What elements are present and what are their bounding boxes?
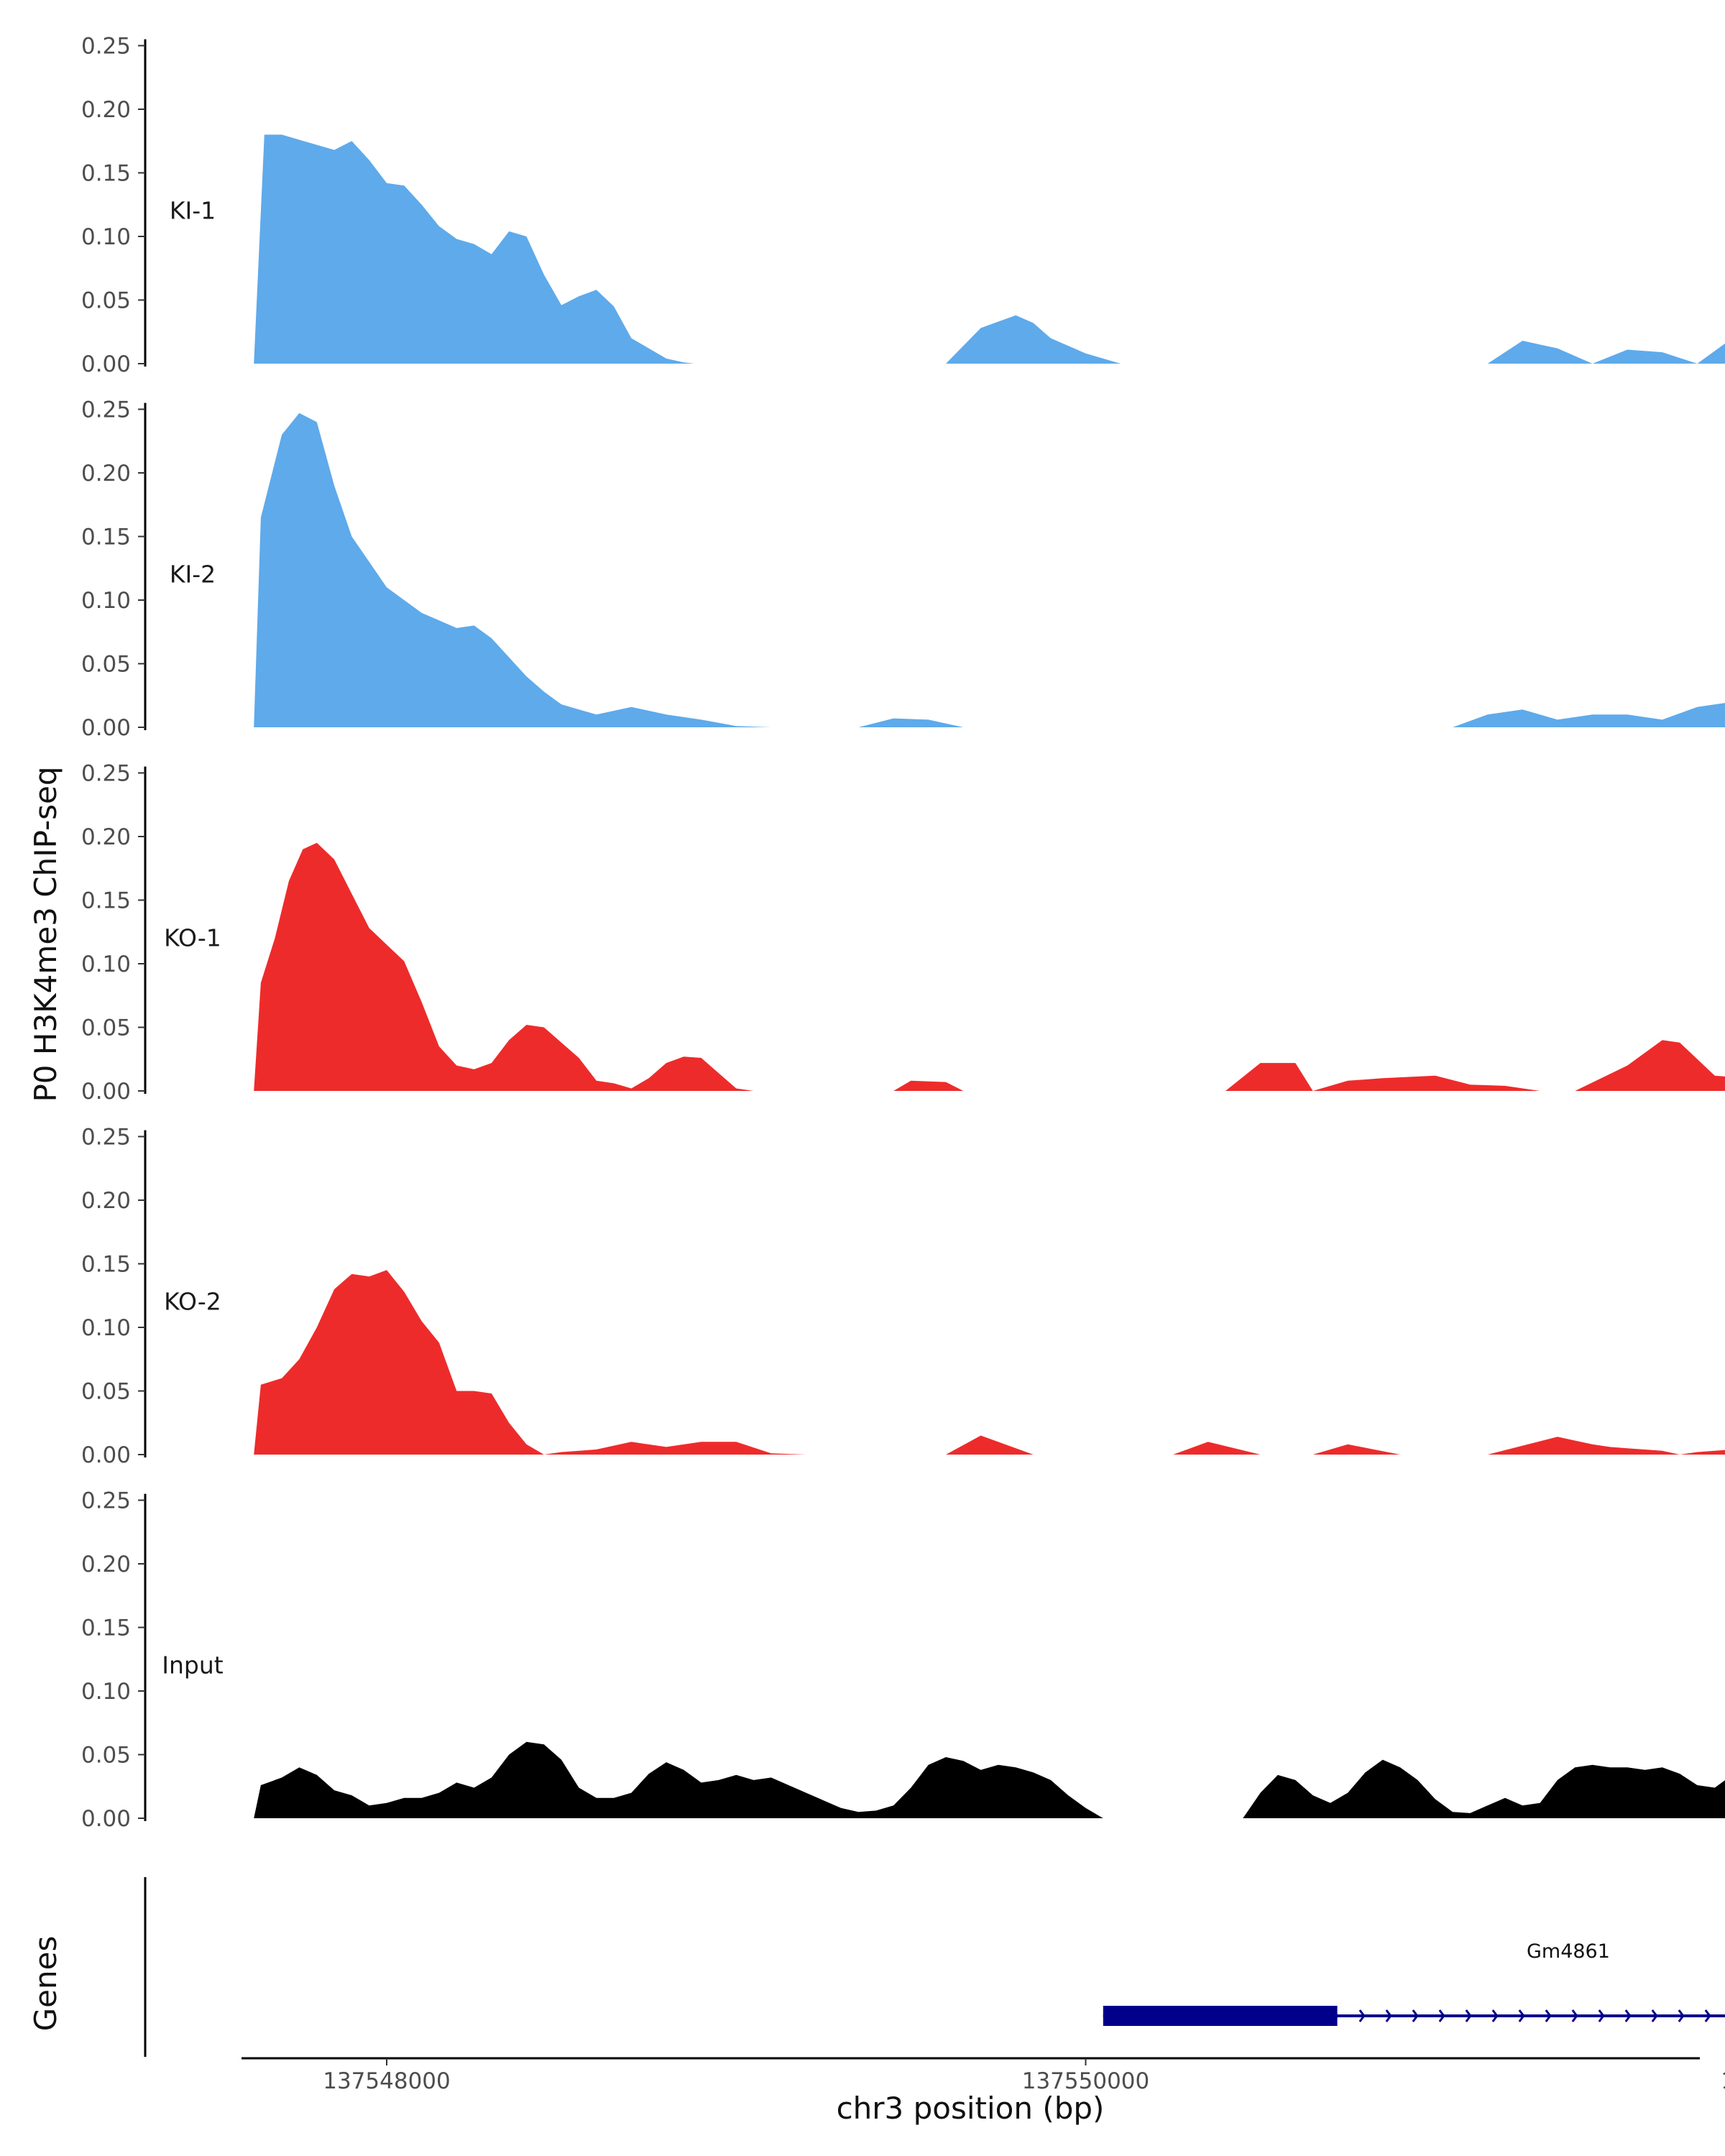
y-tick-label: 0.20 — [81, 461, 131, 487]
strand-arrow — [1438, 2009, 1445, 2022]
x-axis-title: chr3 position (bp) — [837, 2091, 1105, 2126]
y-tick-label: 0.05 — [81, 652, 131, 678]
y-tick-label: 0.15 — [81, 525, 131, 550]
y-tick-label: 0.05 — [81, 1743, 131, 1769]
signal-area-ki-2 — [254, 413, 1725, 727]
y-tick-label: 0.15 — [81, 161, 131, 187]
y-tick-label: 0.05 — [81, 288, 131, 314]
strand-arrow — [1651, 2009, 1658, 2022]
track-label: KI-2 — [170, 561, 216, 589]
strand-arrow — [1678, 2009, 1685, 2022]
track-input: 0.00 0.05 0.10 0.15 0.20 0.25 Input — [81, 1488, 1725, 1832]
track-ko-1: 0.00 0.05 0.10 0.15 0.20 0.25 KO-1 — [81, 761, 1725, 1105]
signal-area-ko-2 — [254, 1270, 1725, 1455]
y-tick-label: 0.05 — [81, 1015, 131, 1041]
gene-model: Gm4861 — [1103, 1940, 1725, 2026]
y-tick-label: 0.15 — [81, 1252, 131, 1278]
y-axis-title: P0 H3K4me3 ChIP-seq — [28, 766, 63, 1102]
y-tick-label: 0.00 — [81, 715, 131, 741]
y-tick-label: 0.05 — [81, 1379, 131, 1405]
y-tick-label: 0.25 — [81, 761, 131, 787]
y-tick-label: 0.20 — [81, 1188, 131, 1214]
y-tick-label: 0.15 — [81, 888, 131, 914]
track-ki-2: 0.00 0.05 0.10 0.15 0.20 0.25 KI-2 — [81, 397, 1725, 741]
track-label: KI-1 — [170, 197, 216, 225]
y-tick-label: 0.10 — [81, 224, 131, 250]
gene-name-label: Gm4861 — [1527, 1940, 1610, 1963]
strand-arrow — [1518, 2009, 1525, 2022]
x-axis: 137548000137550000137552000137554000 — [242, 2057, 1725, 2094]
strand-arrow — [1358, 2009, 1366, 2022]
y-tick-label: 0.00 — [81, 351, 131, 377]
signal-tracks: 0.00 0.05 0.10 0.15 0.20 0.25 KI-1 0.00 0.05 0.10… — [81, 34, 1725, 1832]
strand-arrow — [1465, 2009, 1472, 2022]
genes-panel: Gm4861 — [144, 1877, 1725, 2057]
x-tick-label: 137552000 — [1721, 2068, 1725, 2094]
x-tick-label: 137550000 — [1022, 2068, 1150, 2094]
y-tick-label: 0.25 — [81, 1488, 131, 1514]
y-tick-label: 0.25 — [81, 397, 131, 423]
y-tick-label: 0.20 — [81, 824, 131, 850]
y-tick-label: 0.20 — [81, 1552, 131, 1577]
genes-axis-title: Genes — [28, 1936, 63, 2032]
track-ko-2: 0.00 0.05 0.10 0.15 0.20 0.25 KO-2 — [81, 1125, 1725, 1468]
y-tick-label: 0.00 — [81, 1079, 131, 1105]
signal-area-input — [254, 1741, 1725, 1818]
gene-exon — [1103, 2006, 1338, 2026]
x-tick-label: 137548000 — [323, 2068, 451, 2094]
y-tick-label: 0.10 — [81, 1315, 131, 1341]
strand-arrow — [1624, 2009, 1632, 2022]
strand-arrow — [1571, 2009, 1578, 2022]
signal-area-ki-1 — [254, 134, 1725, 364]
y-tick-label: 0.10 — [81, 952, 131, 977]
track-ki-1: 0.00 0.05 0.10 0.15 0.20 0.25 KI-1 — [81, 34, 1725, 377]
track-label: Input — [162, 1651, 224, 1680]
y-tick-label: 0.10 — [81, 1679, 131, 1705]
strand-arrow — [1545, 2009, 1552, 2022]
y-tick-label: 0.00 — [81, 1806, 131, 1832]
y-tick-label: 0.00 — [81, 1442, 131, 1468]
y-tick-label: 0.20 — [81, 97, 131, 123]
signal-area-ko-1 — [254, 842, 1725, 1091]
y-tick-label: 0.10 — [81, 588, 131, 614]
track-label: KO-1 — [164, 924, 221, 952]
y-tick-label: 0.25 — [81, 1125, 131, 1151]
y-tick-label: 0.15 — [81, 1616, 131, 1641]
strand-arrow — [1412, 2009, 1419, 2022]
y-tick-label: 0.25 — [81, 34, 131, 60]
strand-arrow — [1598, 2009, 1605, 2022]
track-label: KO-2 — [164, 1288, 221, 1316]
strand-arrow — [1704, 2009, 1711, 2022]
strand-arrow — [1385, 2009, 1392, 2022]
strand-arrow — [1491, 2009, 1499, 2022]
